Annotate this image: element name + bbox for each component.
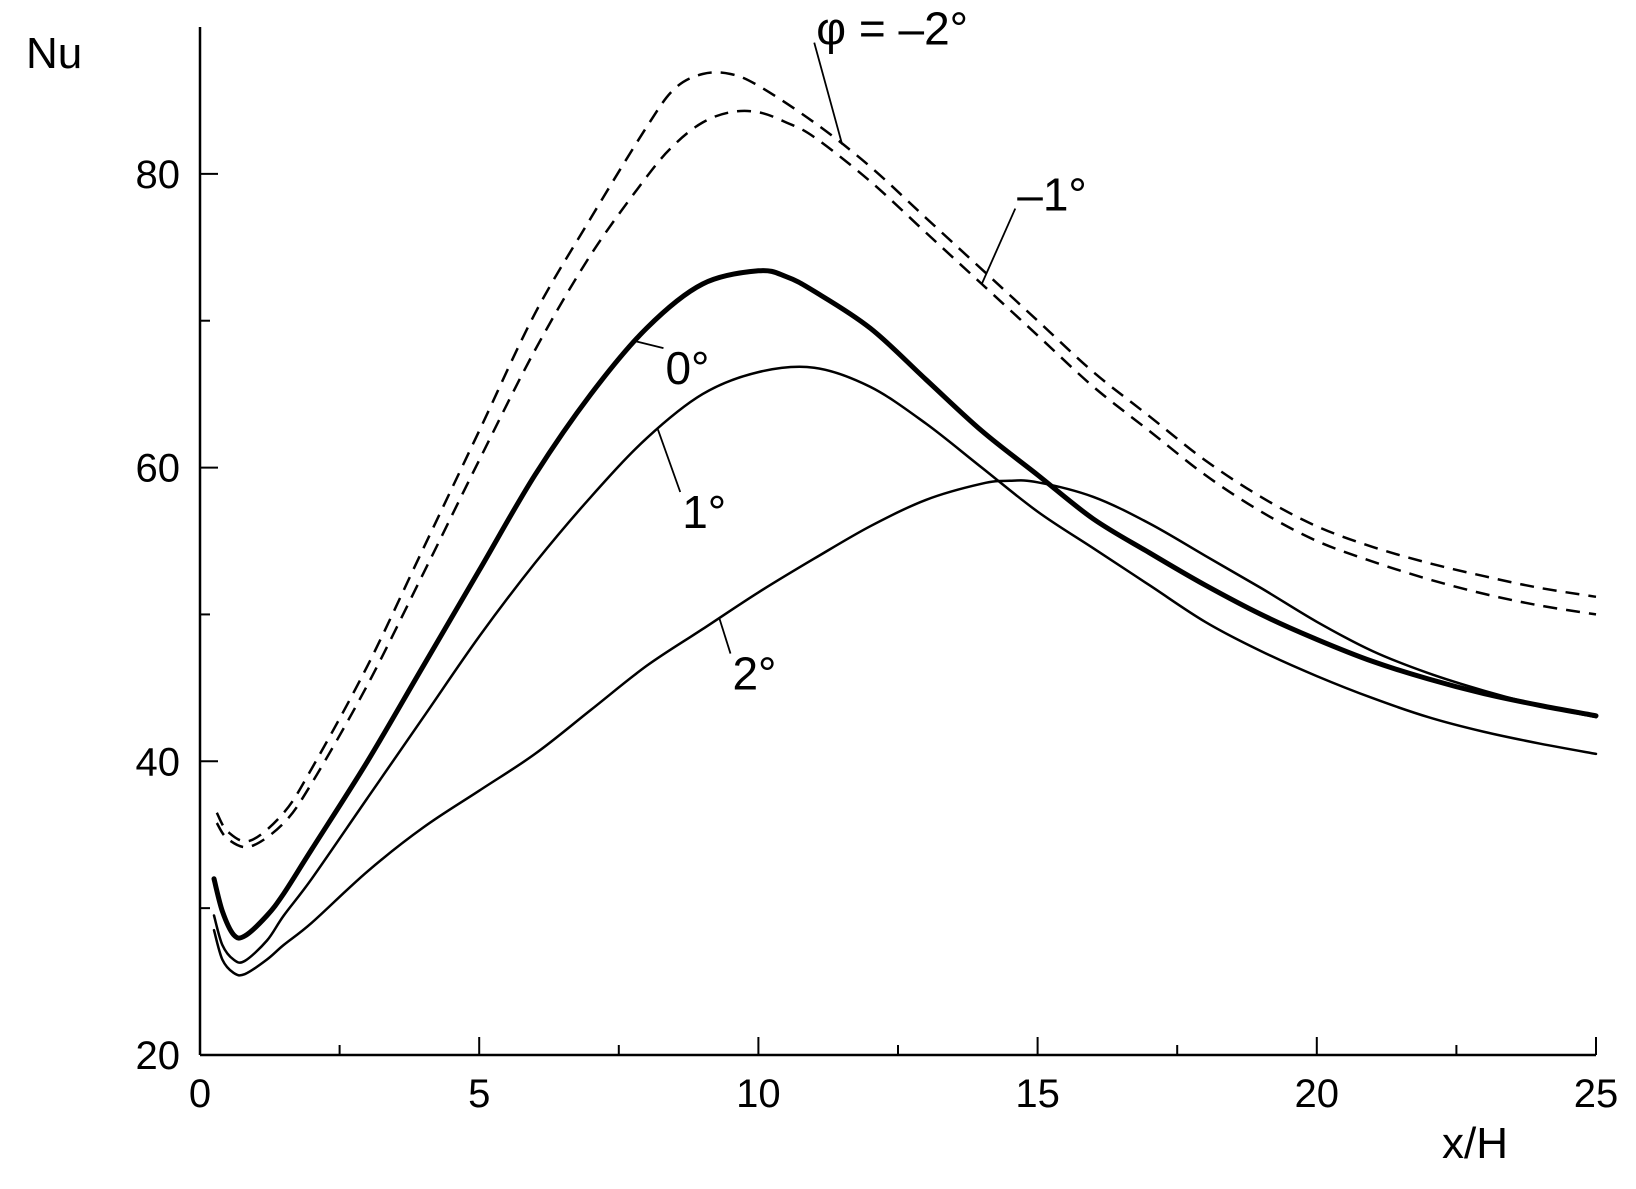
annotation-leader <box>657 429 682 493</box>
annotation-label: 0° <box>665 342 709 394</box>
series-line-4 <box>212 479 1598 977</box>
x-tick-label: 15 <box>1015 1072 1060 1116</box>
x-tick-label: 0 <box>189 1072 211 1116</box>
annotation-label: φ = –2° <box>816 3 968 55</box>
x-tick-label: 10 <box>736 1072 781 1116</box>
y-tick-label: 80 <box>136 153 181 197</box>
annotation-label: –1° <box>1017 169 1087 221</box>
series-line-1 <box>215 109 1597 849</box>
y-tick-label: 40 <box>136 740 181 784</box>
x-tick-label: 20 <box>1295 1072 1340 1116</box>
y-axis-label: Nu <box>26 29 82 78</box>
series-line-3 <box>212 365 1598 964</box>
annotation-leader <box>718 617 732 654</box>
x-tick-label: 5 <box>468 1072 490 1116</box>
y-tick-label: 60 <box>136 447 181 491</box>
labels: φ = –2° –1° 0° 1° 2° <box>635 3 1087 700</box>
annotation-label: 2° <box>732 648 776 700</box>
x-tick-label: 25 <box>1574 1072 1619 1116</box>
annotation-leader <box>813 42 844 145</box>
annotation-label: 1° <box>682 486 726 538</box>
x-axis-label: x/H <box>1442 1119 1508 1168</box>
y-tick-label: 20 <box>136 1034 181 1078</box>
annotation-leader <box>980 208 1017 285</box>
axes: 0 5 10 15 20 25 20 40 60 80 Nu x/H <box>26 27 1618 1168</box>
series-line-2 <box>211 268 1599 941</box>
annotation-leader <box>635 340 664 349</box>
series-line-0 <box>215 71 1597 843</box>
curves <box>211 71 1599 977</box>
